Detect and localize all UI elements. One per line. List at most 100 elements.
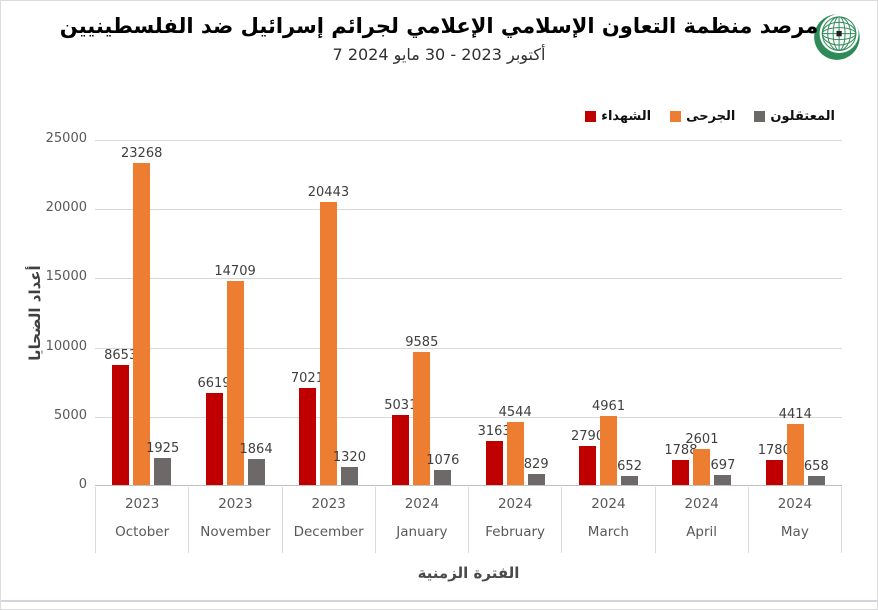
x-category-year: 2024 xyxy=(497,496,533,512)
legend-item-martyrs: الشهداء xyxy=(585,109,651,124)
x-category-october: 2023 October xyxy=(95,487,188,553)
bar-group-october: 8653 23268 1925 xyxy=(95,140,188,485)
bar-detainees: 1925 xyxy=(146,441,179,485)
x-category-month: February xyxy=(485,524,546,540)
x-category-month: October xyxy=(115,524,170,540)
bar-groups: 8653 23268 1925 6619 14709 1864 7021 20443 1320 5… xyxy=(95,140,842,485)
bar-value-label: 1076 xyxy=(426,453,460,469)
x-category-may: 2024 May xyxy=(747,487,842,553)
x-category-april: 2024 April xyxy=(654,487,748,553)
bar-group-december: 7021 20443 1320 xyxy=(282,140,375,485)
bar-wounded: 4414 xyxy=(779,407,812,485)
x-category-month: May xyxy=(780,524,809,540)
legend-swatch-wounded xyxy=(670,111,682,122)
bar-group-may: 1780 4414 658 xyxy=(749,140,842,485)
bar-group-march: 2790 4961 652 xyxy=(562,140,655,485)
legend: الشهداء الجرحى المعتقلون xyxy=(585,109,835,124)
plot-area: 8653 23268 1925 6619 14709 1864 7021 20443 1320 5… xyxy=(95,140,842,486)
bar-value-label: 1320 xyxy=(332,449,366,465)
bar-value-label: 20443 xyxy=(307,185,350,201)
bar-group-april: 1788 2601 697 xyxy=(655,140,748,485)
bar-value-label: 1788 xyxy=(664,443,698,459)
x-category-year: 2024 xyxy=(777,496,813,512)
bar-value-label: 4414 xyxy=(778,406,812,422)
oic-logo-icon xyxy=(812,10,864,62)
y-tick-label: 25000 xyxy=(45,131,87,146)
bar-value-label: 658 xyxy=(803,458,829,474)
bar-detainees: 1864 xyxy=(240,442,273,485)
bar-detainees: 652 xyxy=(617,459,642,485)
bar-wounded: 4544 xyxy=(499,405,532,485)
legend-swatch-detainees xyxy=(754,111,766,122)
bar-martyrs: 1780 xyxy=(758,443,791,485)
x-category-month: March xyxy=(587,524,629,540)
x-category-year: 2023 xyxy=(218,496,253,512)
bar-group-november: 6619 14709 1864 xyxy=(188,140,281,485)
bar-martyrs: 2790 xyxy=(571,429,604,485)
legend-item-detainees: المعتقلون xyxy=(754,109,835,124)
legend-item-wounded: الجرحى xyxy=(670,109,735,124)
y-tick-label: 10000 xyxy=(45,338,87,354)
bar-wounded: 9585 xyxy=(405,335,438,485)
gridline xyxy=(95,209,842,211)
bar-group-january: 5031 9585 1076 xyxy=(375,140,468,485)
x-category-year: 2024 xyxy=(591,496,626,512)
bar-value-label: 14709 xyxy=(214,264,256,280)
bar-martyrs: 5031 xyxy=(384,398,417,485)
legend-label-wounded: الجرحى xyxy=(686,109,736,124)
bar-value-label: 697 xyxy=(710,458,736,474)
bar-detainees: 697 xyxy=(711,458,735,485)
x-axis-category-labels: 2023 October 2023 November 2023 December 2024 J… xyxy=(95,487,842,553)
bar-detainees: 658 xyxy=(804,459,829,485)
bar-martyrs: 8653 xyxy=(104,348,137,485)
bar-value-label: 1864 xyxy=(239,442,273,458)
bar-wounded: 2601 xyxy=(685,432,718,485)
x-category-december: 2023 December xyxy=(281,487,375,553)
legend-swatch-martyrs xyxy=(585,111,597,122)
x-category-year: 2024 xyxy=(404,496,440,512)
x-category-march: 2024 March xyxy=(561,487,654,553)
bar-wounded: 14709 xyxy=(214,264,256,485)
bar-value-label: 829 xyxy=(523,456,549,472)
y-tick-label: 15000 xyxy=(45,269,87,285)
bar-value-label: 1925 xyxy=(146,441,180,457)
bar-value-label: 4544 xyxy=(498,405,532,421)
bar-value-label: 6619 xyxy=(197,376,231,392)
bar-martyrs: 3163 xyxy=(478,424,511,485)
x-category-month: April xyxy=(686,524,718,540)
bar-value-label: 7021 xyxy=(290,370,324,386)
bar-detainees: 1076 xyxy=(426,453,459,485)
legend-label-martyrs: الشهداء xyxy=(601,109,652,124)
bar-group-february: 3163 4544 829 xyxy=(469,140,562,485)
gridline xyxy=(95,278,842,280)
y-tick-label: 0 xyxy=(78,477,87,492)
bar-martyrs: 7021 xyxy=(291,371,324,485)
y-tick-label: 5000 xyxy=(53,407,87,423)
x-category-year: 2024 xyxy=(684,496,719,512)
bar-value-label: 2601 xyxy=(685,432,719,447)
bar-martyrs: 6619 xyxy=(198,376,231,485)
y-tick-label: 20000 xyxy=(45,200,87,216)
bar-value-label: 8653 xyxy=(104,348,138,364)
bar-wounded: 23268 xyxy=(121,146,162,485)
bar-value-label: 5031 xyxy=(384,398,418,414)
legend-label-detainees: المعتقلون xyxy=(770,109,835,124)
bar-value-label: 9585 xyxy=(405,335,439,351)
x-axis-title: الفترة الزمنية xyxy=(417,564,520,582)
x-category-month: January xyxy=(396,524,448,540)
x-category-february: 2024 February xyxy=(468,487,561,553)
bar-detainees: 829 xyxy=(524,457,549,485)
bottom-divider xyxy=(1,600,877,602)
gridline xyxy=(95,140,842,141)
x-category-year: 2023 xyxy=(311,496,346,512)
bar-value-label: 3163 xyxy=(477,424,511,440)
x-category-month: November xyxy=(200,524,271,540)
bar-value-label: 1780 xyxy=(757,443,791,459)
gridline xyxy=(95,347,842,349)
bar-value-label: 23268 xyxy=(121,146,163,161)
bar-wounded: 4961 xyxy=(592,399,625,485)
x-category-year: 2023 xyxy=(124,496,160,512)
bar-value-label: 652 xyxy=(617,459,642,474)
bar-value-label: 2790 xyxy=(571,429,605,445)
